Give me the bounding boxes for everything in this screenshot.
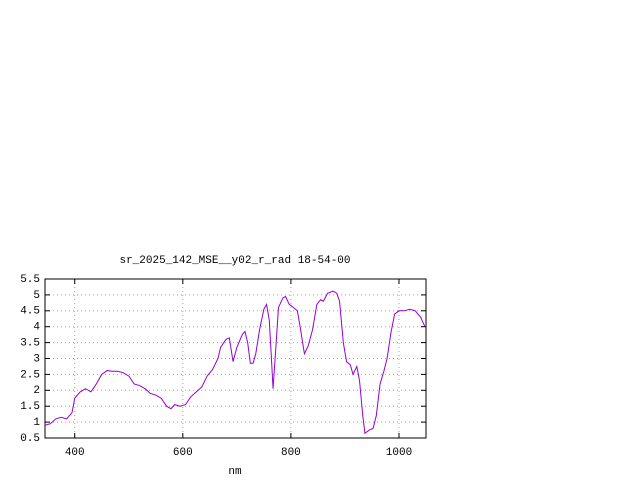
y-tick-label: 0.5 [20,433,40,445]
x-tick-label: 1000 [386,447,412,459]
y-tick-label: 4.5 [20,306,40,318]
y-tick-label: 1.5 [20,401,40,413]
x-axis-label: nm [228,466,242,478]
data-line [44,290,426,435]
y-tick-label: 5 [33,290,40,302]
x-tick-label: 600 [173,447,193,459]
plot-border [44,278,427,439]
y-tick-label: 3 [33,353,40,365]
x-tick-label: 800 [281,447,301,459]
y-tick-label: 4 [33,322,40,334]
y-tick-label: 5.5 [20,274,40,286]
x-tick-label: 400 [65,447,85,459]
chart-title: sr_2025_142_MSE__y02_r_rad 18-54-00 [119,255,350,267]
y-tick-label: 1 [33,417,40,429]
y-tick-label: 2.5 [20,369,40,381]
y-tick-label: 2 [33,385,40,397]
y-tick-label: 3.5 [20,338,40,350]
